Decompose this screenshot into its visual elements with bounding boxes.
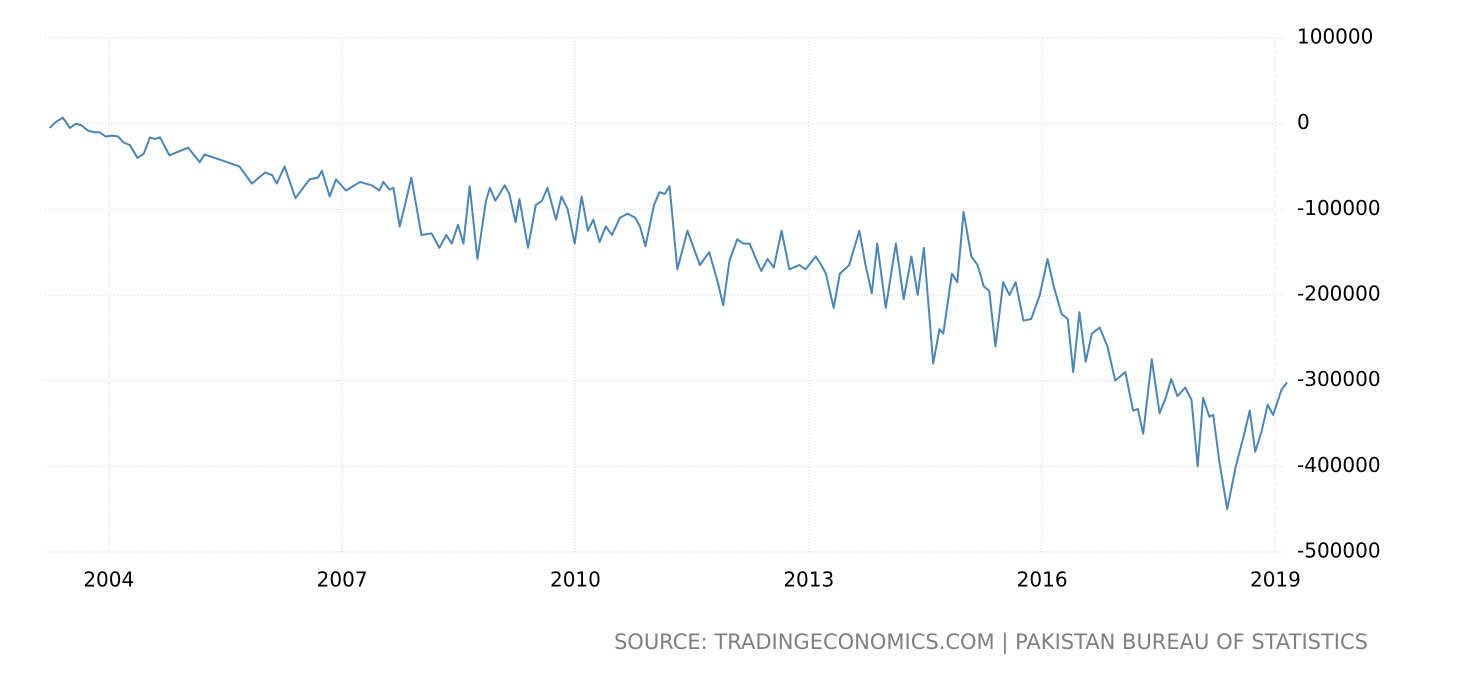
y-tick-label: -400000 xyxy=(1297,453,1381,477)
x-tick-label: 2004 xyxy=(83,568,134,592)
y-tick-label: -200000 xyxy=(1297,282,1381,306)
x-tick-label: 2010 xyxy=(550,568,601,592)
y-tick-label: -100000 xyxy=(1297,196,1381,220)
data-line xyxy=(48,116,1288,511)
y-tick-label: -300000 xyxy=(1297,367,1381,391)
x-tick-label: 2013 xyxy=(783,568,834,592)
x-tick-label: 2019 xyxy=(1250,568,1301,592)
y-tick-label: 100000 xyxy=(1297,25,1373,49)
source: SOURCE: TRADINGECONOMICS.COM | PAKISTAN … xyxy=(614,630,1368,655)
x-tick-label: 2007 xyxy=(317,568,368,592)
y-tick-label: 0 xyxy=(1297,110,1310,134)
y-tick-label: -500000 xyxy=(1297,539,1381,563)
x-tick-label: 2016 xyxy=(1017,568,1068,592)
